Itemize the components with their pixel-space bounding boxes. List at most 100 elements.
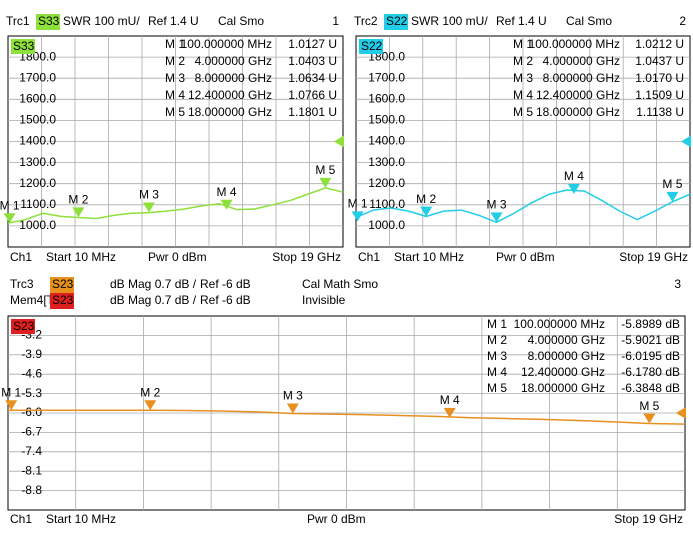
format-label: SWR 100 mU/: [63, 14, 140, 28]
marker-stimulus: 18.000000 GHz: [536, 105, 620, 119]
trace-line: [7, 187, 344, 224]
param-box: [36, 14, 60, 30]
channel-label: Ch1: [10, 512, 32, 526]
y-tick-label: -4.6: [21, 366, 42, 380]
y-tick-label: 1200.0: [19, 176, 56, 190]
y-tick-label: -6.7: [21, 425, 42, 439]
marker-label: M 2: [140, 385, 160, 399]
y-tick-label: 1500.0: [368, 113, 405, 127]
marker-label: M 4: [564, 169, 584, 183]
start-label: Start 10 MHz: [394, 250, 464, 264]
marker: [220, 199, 233, 210]
marker-stimulus: 18.000000 GHz: [521, 381, 605, 395]
marker-label: M 5: [315, 163, 335, 177]
status-label: Cal Smo: [566, 14, 612, 28]
marker-stimulus: 100.000000 MHz: [514, 317, 605, 331]
param-label: S33: [38, 14, 60, 28]
marker: [286, 403, 299, 414]
y-tick-label: 1100.0: [20, 197, 56, 211]
marker-stimulus: 100.000000 MHz: [529, 37, 620, 51]
marker: [72, 207, 85, 218]
marker-value: 1.0634 U: [288, 71, 337, 85]
power-label: Pwr 0 dBm: [148, 250, 207, 264]
ref-label: Ref -6 dB: [200, 293, 251, 307]
marker: [144, 400, 157, 411]
trace-line: [8, 409, 686, 425]
y-tick-label: -6.0: [21, 405, 42, 419]
marker-stimulus: 12.400000 GHz: [188, 88, 272, 102]
marker-name: M 4: [513, 88, 533, 102]
marker-value: -5.9021 dB: [621, 333, 680, 347]
y-tick-label: 1400.0: [19, 134, 56, 148]
channel-number: 1: [332, 14, 339, 28]
marker-stimulus: 4.000000 GHz: [543, 54, 620, 68]
marker-name: M 5: [513, 105, 533, 119]
status-label: Cal Math Smo: [302, 277, 378, 291]
marker-stimulus: 4.000000 GHz: [528, 333, 605, 347]
marker: [420, 206, 433, 217]
marker-label: M 4: [217, 185, 237, 199]
marker-value: -5.8989 dB: [621, 317, 680, 331]
marker-stimulus: 4.000000 GHz: [195, 54, 272, 68]
y-tick-label: 1300.0: [19, 155, 56, 169]
y-tick-label: 1400.0: [368, 134, 405, 148]
format-label: dB Mag 0.7 dB /: [110, 293, 197, 307]
marker: [3, 213, 16, 224]
y-tick-label: 1000.0: [19, 218, 56, 232]
marker: [443, 407, 456, 418]
marker-stimulus: 100.000000 MHz: [181, 37, 272, 51]
status-label: Invisible: [302, 293, 346, 307]
marker: [567, 184, 580, 195]
param-label: S23: [52, 277, 74, 291]
trace-box: [11, 39, 35, 54]
y-tick-label: -5.3: [21, 386, 42, 400]
marker: [142, 202, 155, 213]
marker-stimulus: 18.000000 GHz: [188, 105, 272, 119]
marker-name: M 2: [165, 54, 185, 68]
marker-name: M 1: [513, 37, 533, 51]
trace-name: Trc3: [10, 277, 34, 291]
y-tick-label: 1700.0: [19, 70, 56, 84]
marker-label: M 5: [662, 177, 682, 191]
marker-value: -6.0195 dB: [621, 349, 680, 363]
marker: [319, 177, 332, 188]
marker-label: M 2: [68, 193, 88, 207]
y-tick-label: 1500.0: [19, 113, 56, 127]
trace-line: [355, 189, 691, 224]
marker-name: M 2: [513, 54, 533, 68]
ref-marker: [334, 135, 344, 148]
marker-value: 1.0403 U: [288, 54, 337, 68]
param-box: [50, 293, 74, 309]
param-box: [384, 14, 408, 30]
y-tick-label: 1600.0: [19, 91, 56, 105]
marker: [643, 413, 656, 424]
channel-label: Ch1: [10, 250, 32, 264]
marker-value: 1.0212 U: [635, 37, 684, 51]
y-tick-label: -8.1: [21, 463, 42, 477]
power-label: Pwr 0 dBm: [496, 250, 555, 264]
marker-stimulus: 8.000000 GHz: [528, 349, 605, 363]
marker-label: M 2: [416, 192, 436, 206]
y-tick-label: 1100.0: [369, 197, 405, 211]
y-tick-label: -3.9: [21, 347, 42, 361]
marker: [351, 211, 364, 222]
trace-box: [359, 39, 383, 54]
marker-value: 1.0170 U: [635, 71, 684, 85]
marker-label: M 1: [1, 385, 21, 399]
power-label: Pwr 0 dBm: [307, 512, 366, 526]
start-label: Start 10 MHz: [46, 512, 116, 526]
ref-marker: [681, 135, 691, 148]
channel-label: Ch1: [358, 250, 380, 264]
ref-label: Ref 1.4 U: [148, 14, 199, 28]
y-tick-label: 1600.0: [368, 91, 405, 105]
marker-value: 1.0437 U: [635, 54, 684, 68]
y-tick-label: -7.4: [21, 444, 42, 458]
marker-label: M 5: [639, 399, 659, 413]
stop-label: Stop 19 GHz: [619, 250, 688, 264]
trace-name: Trc1: [6, 14, 30, 28]
trace-box-label: S22: [361, 39, 383, 53]
marker-value: 1.0127 U: [288, 37, 337, 51]
format-label: dB Mag 0.7 dB /: [110, 277, 197, 291]
y-tick-label: 1300.0: [368, 155, 405, 169]
